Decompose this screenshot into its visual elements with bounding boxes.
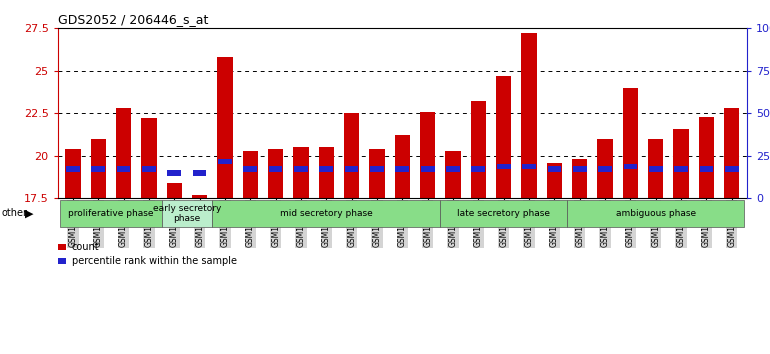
Bar	[217, 57, 233, 198]
Text: ambiguous phase: ambiguous phase	[616, 209, 696, 218]
Bar	[547, 162, 562, 198]
Bar	[446, 166, 460, 172]
Bar	[497, 164, 511, 169]
Bar	[370, 149, 384, 198]
Bar	[320, 166, 333, 172]
Bar	[573, 166, 587, 172]
Text: late secretory phase: late secretory phase	[457, 209, 551, 218]
Bar	[243, 151, 258, 198]
Bar	[698, 117, 714, 198]
Bar	[675, 166, 688, 172]
Bar	[167, 170, 181, 176]
Text: mid secretory phase: mid secretory phase	[280, 209, 373, 218]
Bar	[91, 139, 106, 198]
Bar	[699, 166, 713, 172]
Text: percentile rank within the sample: percentile rank within the sample	[72, 256, 236, 266]
Text: ▶: ▶	[25, 208, 34, 218]
Bar	[166, 183, 182, 198]
Bar	[319, 147, 334, 198]
Bar	[648, 139, 663, 198]
Bar	[470, 101, 486, 198]
Bar	[624, 164, 638, 169]
Bar	[396, 166, 409, 172]
Bar	[445, 151, 460, 198]
Bar	[293, 147, 309, 198]
Bar	[142, 118, 156, 198]
Bar	[421, 166, 434, 172]
Bar	[521, 33, 537, 198]
Bar	[522, 164, 536, 169]
Bar	[674, 129, 688, 198]
Bar	[92, 166, 105, 172]
Bar	[345, 166, 359, 172]
Bar	[395, 135, 410, 198]
Text: count: count	[72, 242, 99, 252]
Bar	[598, 166, 612, 172]
Bar	[370, 166, 383, 172]
Bar	[572, 159, 588, 198]
Bar	[344, 113, 360, 198]
Bar	[269, 166, 283, 172]
Bar	[649, 166, 662, 172]
Bar	[725, 166, 738, 172]
Bar	[116, 108, 131, 198]
Text: GDS2052 / 206446_s_at: GDS2052 / 206446_s_at	[58, 13, 208, 26]
Bar	[65, 149, 81, 198]
Text: other: other	[2, 208, 28, 218]
Bar	[294, 166, 308, 172]
Bar	[471, 166, 485, 172]
Bar	[420, 112, 435, 198]
Bar	[192, 170, 206, 176]
Text: proliferative phase: proliferative phase	[69, 209, 154, 218]
Bar	[496, 76, 511, 198]
Bar	[192, 195, 207, 198]
Bar	[142, 166, 156, 172]
Bar	[547, 166, 561, 172]
Bar	[66, 166, 80, 172]
Bar	[117, 166, 130, 172]
Bar	[268, 149, 283, 198]
Bar	[724, 108, 739, 198]
Bar	[623, 88, 638, 198]
Bar	[598, 139, 613, 198]
Bar	[243, 166, 257, 172]
Bar	[218, 159, 232, 164]
Text: early secretory
phase: early secretory phase	[152, 204, 221, 223]
